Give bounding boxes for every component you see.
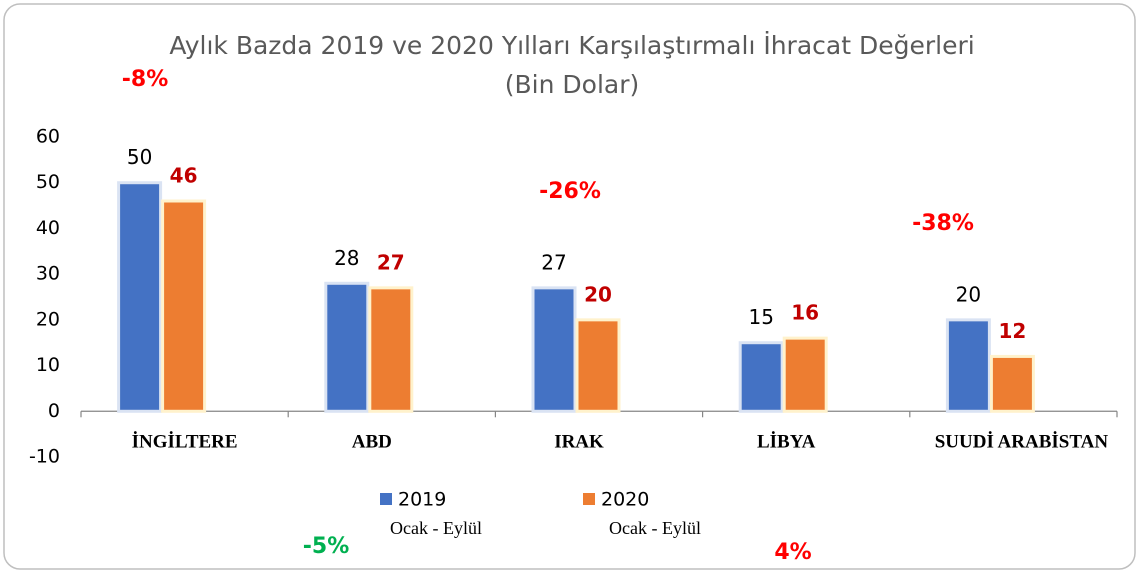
x-tick-label: İNGİLTERE <box>132 431 238 452</box>
data-label: 50 <box>127 145 152 169</box>
legend-swatch <box>380 493 392 505</box>
legend-period: Ocak - Eylül <box>609 518 701 538</box>
bar <box>575 318 621 413</box>
bar <box>161 199 207 413</box>
bar <box>738 341 784 413</box>
bar <box>117 181 163 413</box>
x-tick-label: IRAK <box>554 431 604 452</box>
y-tick-label: 30 <box>36 263 60 285</box>
annotation: -5% <box>303 534 349 559</box>
legend-label: 2019 <box>398 489 446 511</box>
y-tick-label: -10 <box>29 446 60 468</box>
bar <box>989 354 1035 413</box>
data-label: 27 <box>377 250 405 274</box>
annotation: -38% <box>912 211 974 236</box>
legend-period: Ocak - Eylül <box>390 518 482 538</box>
y-tick-label: 50 <box>36 171 60 193</box>
bar <box>368 286 414 413</box>
annotation: 4% <box>774 540 811 565</box>
x-tick-label: LİBYA <box>757 431 816 452</box>
data-label: 15 <box>748 305 773 329</box>
y-tick-label: 0 <box>48 400 60 422</box>
bar <box>324 281 370 413</box>
data-label: 20 <box>584 282 612 306</box>
bar <box>531 286 577 413</box>
legend-swatch <box>583 493 595 505</box>
data-label: 20 <box>956 282 981 306</box>
annotation: -8% <box>122 67 168 92</box>
data-label: 27 <box>541 250 566 274</box>
chart-subtitle: (Bin Dolar) <box>505 70 640 99</box>
y-tick-label: 40 <box>36 217 60 239</box>
chart-title: Aylık Bazda 2019 ve 2020 Yılları Karşıla… <box>169 31 974 60</box>
y-tick-label: 60 <box>36 126 60 148</box>
data-label: 46 <box>170 164 198 188</box>
legend-label: 2020 <box>601 489 649 511</box>
bar <box>945 318 991 413</box>
annotation: -26% <box>539 179 601 204</box>
data-label: 12 <box>998 319 1026 343</box>
data-label: 28 <box>334 246 359 270</box>
y-tick-label: 20 <box>36 308 60 330</box>
data-label: 16 <box>791 301 819 325</box>
x-tick-label: ABD <box>352 431 392 452</box>
bar <box>782 336 828 413</box>
x-tick-label: SUUDİ ARABİSTAN <box>935 431 1109 452</box>
y-tick-label: 10 <box>36 354 60 376</box>
